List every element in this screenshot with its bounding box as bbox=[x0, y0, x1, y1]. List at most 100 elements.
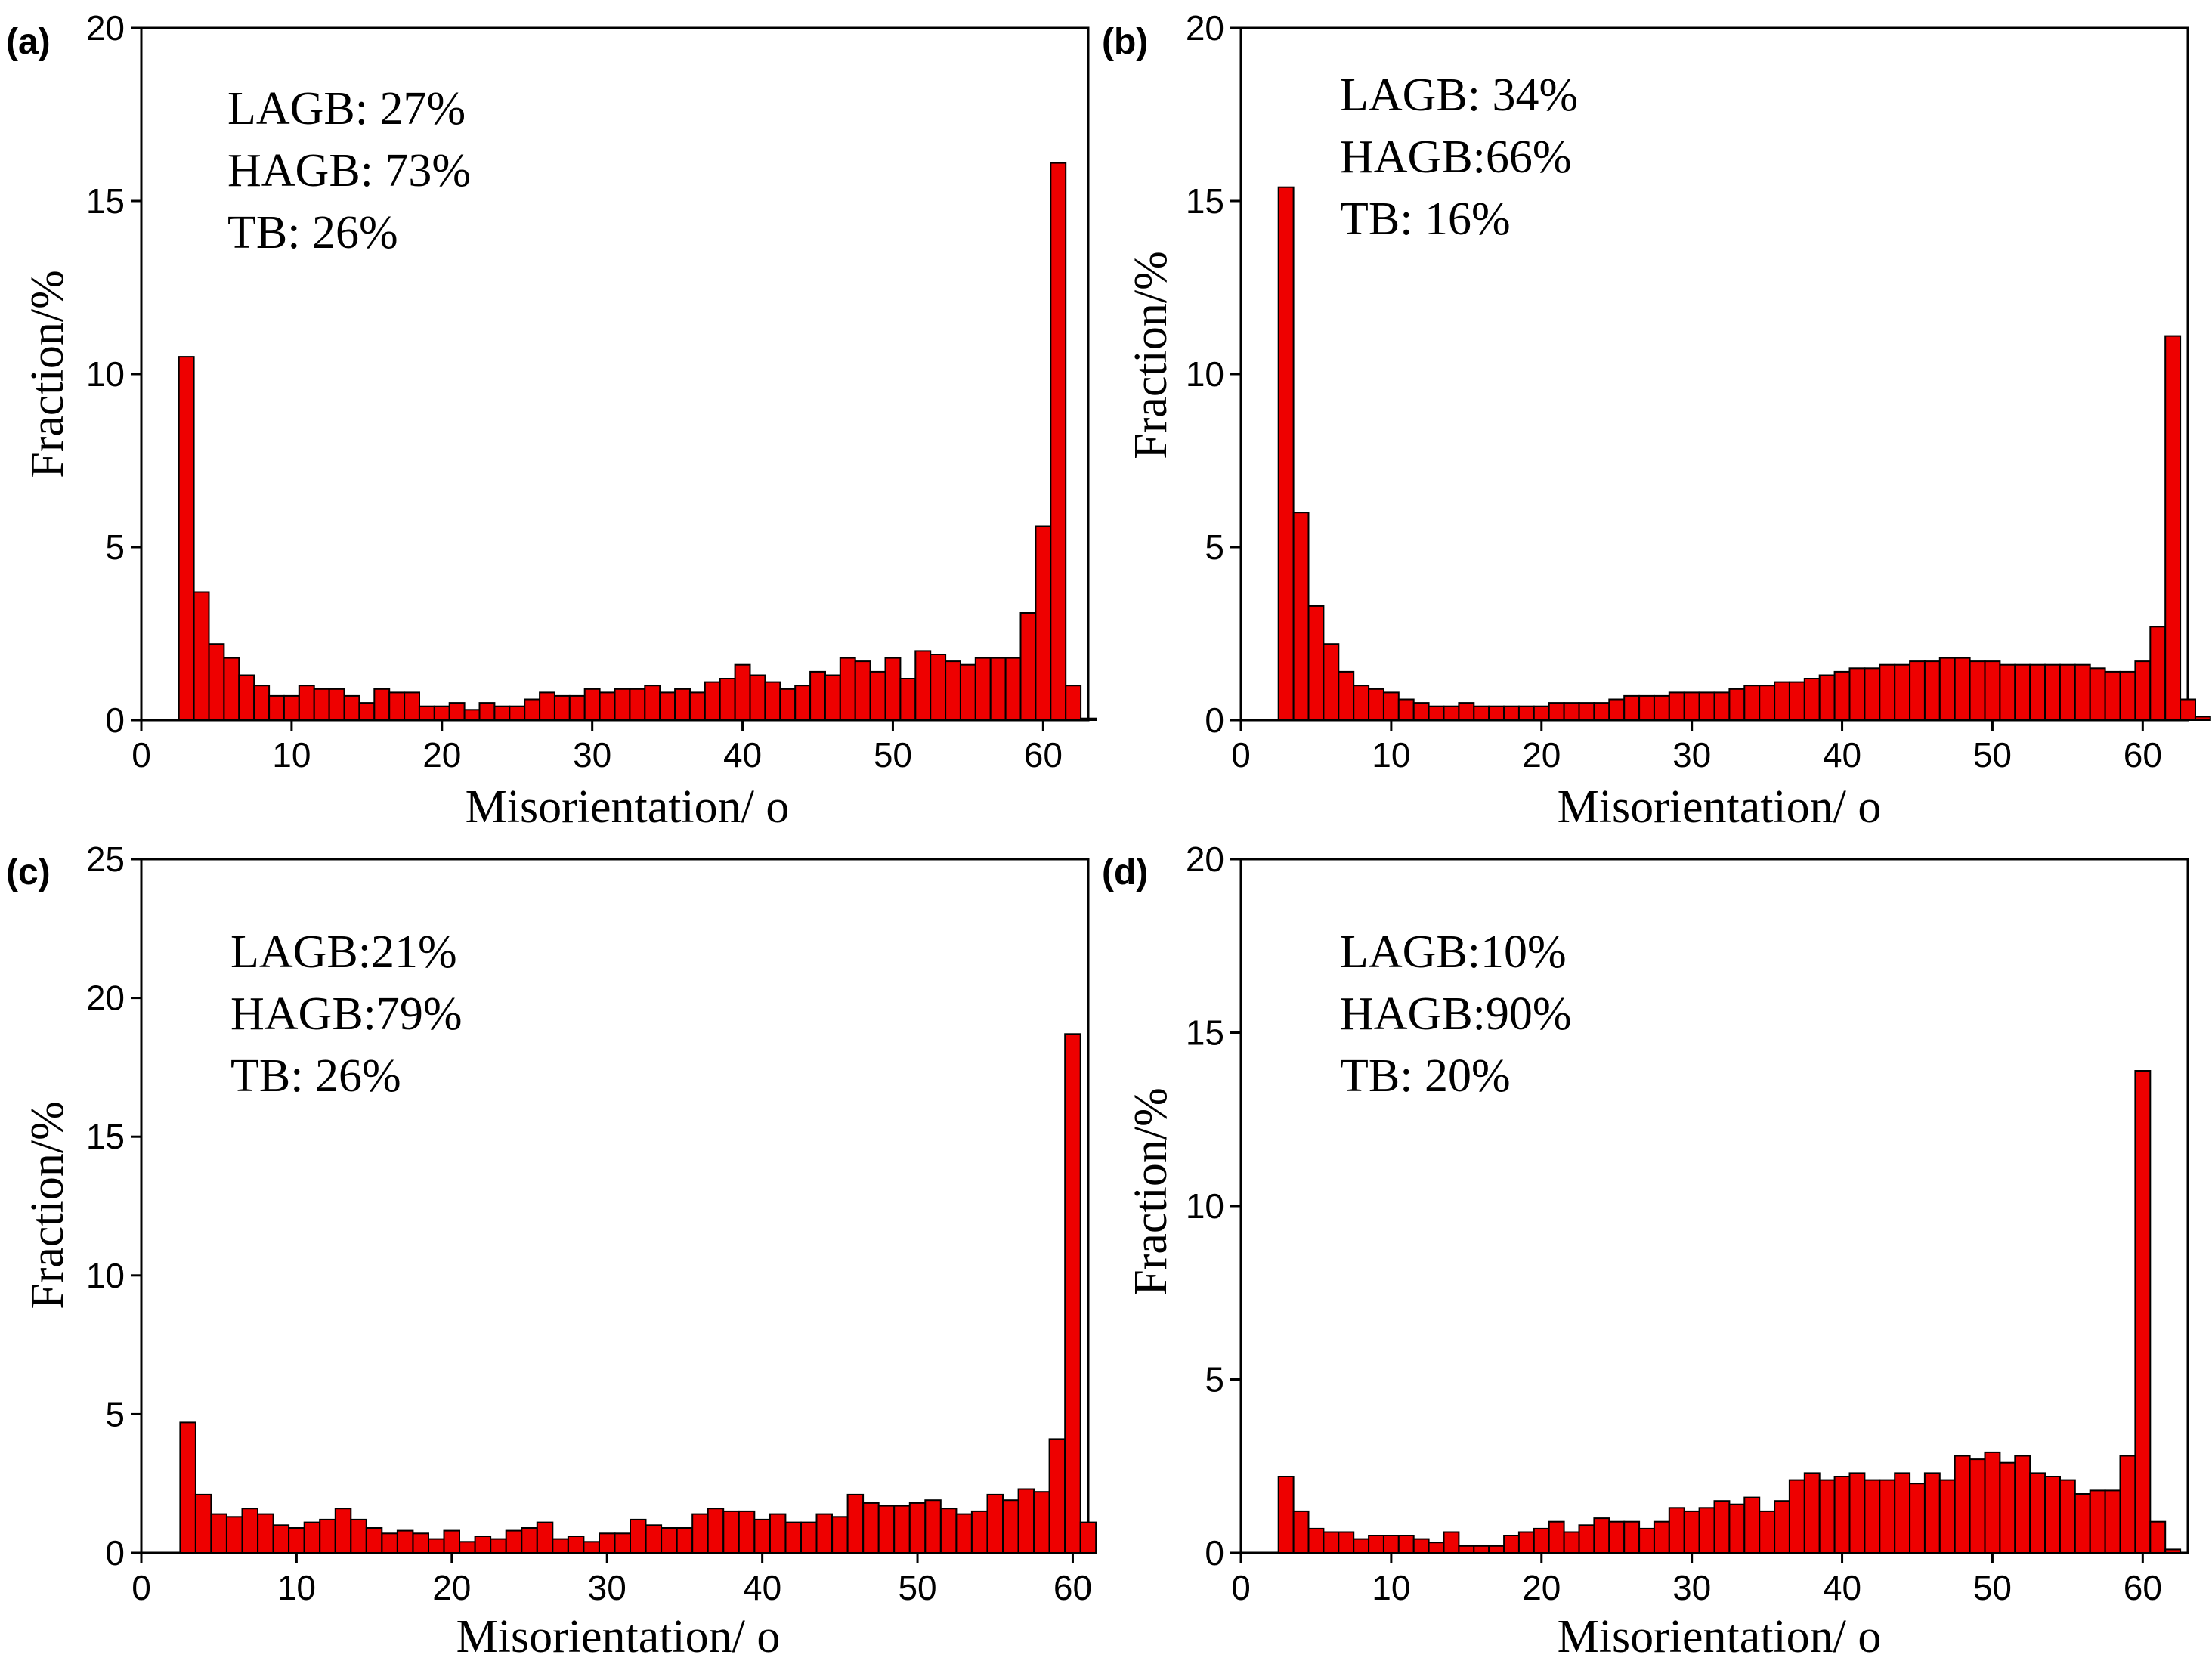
histogram-bar bbox=[1578, 1524, 1595, 1554]
annotation-tb: TB: 26% bbox=[230, 1050, 401, 1102]
histogram-bar bbox=[1803, 1472, 1821, 1554]
histogram-bar bbox=[1064, 1033, 1081, 1554]
histogram-bar bbox=[1668, 691, 1685, 722]
histogram-bar bbox=[459, 1541, 476, 1554]
histogram-bar bbox=[1353, 685, 1370, 722]
histogram-bar bbox=[1533, 705, 1550, 722]
histogram-bar bbox=[1894, 1472, 1911, 1554]
histogram-bar bbox=[1473, 705, 1490, 722]
histogram-bar bbox=[1292, 512, 1310, 721]
histogram-bar bbox=[396, 1529, 414, 1554]
annotation-tb: TB: 26% bbox=[227, 207, 398, 258]
histogram-bar bbox=[241, 1508, 258, 1554]
histogram-bar bbox=[1412, 702, 1430, 721]
histogram-bar bbox=[1035, 525, 1052, 721]
histogram-bar bbox=[2119, 1455, 2136, 1554]
x-tick-label: 50 bbox=[874, 735, 912, 775]
histogram-bar bbox=[1382, 1535, 1400, 1554]
histogram-bar bbox=[2104, 1489, 2121, 1554]
panel-c: 0 10 20 30 40 50 60 0 5 10 15 20 25 (c) Fraction/% M… bbox=[6, 840, 1097, 1662]
histogram-bar bbox=[614, 688, 631, 721]
histogram-bar bbox=[974, 657, 992, 721]
histogram-bar bbox=[846, 1493, 865, 1554]
histogram-bar bbox=[1999, 663, 2016, 722]
histogram-bar bbox=[328, 688, 345, 721]
y-tick-label: 10 bbox=[86, 1256, 125, 1295]
x-tick-label: 60 bbox=[1053, 1568, 1092, 1607]
histogram-bar bbox=[2089, 1489, 2106, 1554]
y-tick-label: 20 bbox=[1186, 8, 1224, 48]
histogram-bar bbox=[319, 1518, 336, 1554]
histogram-bar bbox=[734, 663, 751, 722]
x-axis-title: Misorientation/ o bbox=[1558, 781, 1882, 833]
histogram-bar bbox=[970, 1510, 988, 1554]
histogram-bar bbox=[1864, 1479, 1881, 1554]
histogram-bar bbox=[959, 663, 976, 722]
histogram-bar bbox=[1894, 663, 1911, 722]
histogram-bar bbox=[1458, 702, 1475, 721]
x-tick-label: 0 bbox=[1231, 735, 1251, 775]
histogram-bar bbox=[1578, 702, 1595, 721]
x-axis-title: Misorientation/ o bbox=[1558, 1611, 1882, 1662]
histogram-bar bbox=[1488, 1545, 1505, 1554]
histogram-bar bbox=[1623, 1520, 1641, 1554]
histogram-bar bbox=[1984, 1451, 2001, 1554]
axis-ticks: 0 10 20 30 40 50 60 0 5 10 15 20 bbox=[1186, 8, 2162, 775]
histogram-bar bbox=[2074, 1493, 2091, 1554]
histogram-bar bbox=[334, 1508, 352, 1554]
histogram-bar bbox=[779, 688, 797, 721]
histogram-bar bbox=[1969, 1458, 1986, 1554]
panel-d: 0 10 20 30 40 50 60 0 5 10 15 20 (d) Fraction/% Mis… bbox=[1102, 840, 2189, 1662]
histogram-bar bbox=[707, 1508, 725, 1554]
histogram-bar bbox=[288, 1527, 305, 1554]
histogram-bar bbox=[1079, 1521, 1097, 1554]
histogram-bar bbox=[794, 685, 812, 722]
histogram-bar bbox=[193, 591, 210, 721]
histogram-bar bbox=[1428, 1542, 1445, 1554]
histogram-bar bbox=[2149, 626, 2167, 721]
x-axis-title: Misorientation/ o bbox=[466, 781, 790, 833]
histogram-bar bbox=[178, 356, 195, 721]
histogram-bar bbox=[784, 1521, 802, 1554]
histogram-bar bbox=[1323, 1531, 1340, 1554]
histogram-bar bbox=[223, 657, 240, 721]
panel-label: (c) bbox=[6, 852, 51, 892]
x-tick-label: 10 bbox=[1372, 1568, 1410, 1607]
histogram-bar bbox=[2194, 716, 2211, 722]
histogram-bar bbox=[704, 681, 721, 721]
histogram-bar bbox=[1923, 1472, 1941, 1554]
y-tick-label: 25 bbox=[86, 840, 125, 879]
histogram-bar bbox=[490, 1538, 507, 1554]
y-tick-label: 5 bbox=[1205, 527, 1224, 567]
y-tick-label: 15 bbox=[1186, 181, 1224, 221]
histogram-bar bbox=[764, 681, 781, 721]
histogram-bar bbox=[493, 705, 511, 722]
histogram-bar bbox=[1593, 1517, 1610, 1554]
y-axis-title: Fraction/% bbox=[22, 270, 73, 478]
histogram-bar bbox=[1653, 1520, 1670, 1554]
histogram-bar bbox=[443, 1529, 460, 1554]
histogram-bar bbox=[552, 1538, 569, 1554]
histogram-bar bbox=[418, 705, 435, 722]
panel-label: (b) bbox=[1102, 22, 1148, 62]
x-tick-label: 40 bbox=[743, 1568, 781, 1607]
histogram-bar bbox=[659, 691, 676, 722]
histogram-bar bbox=[869, 670, 886, 722]
histogram-bar bbox=[1743, 1496, 1761, 1554]
histogram-bars bbox=[179, 1033, 1097, 1554]
histogram-bar bbox=[614, 1532, 631, 1554]
y-tick-label: 20 bbox=[86, 979, 125, 1018]
annotation-lagb: LAGB: 27% bbox=[227, 83, 466, 135]
histogram-bar bbox=[2134, 1070, 2152, 1554]
histogram-bar bbox=[568, 694, 586, 722]
histogram-bars bbox=[1277, 186, 2211, 722]
histogram-bar bbox=[1019, 612, 1037, 721]
histogram-bar bbox=[1338, 670, 1355, 722]
histogram-bar bbox=[1713, 1500, 1731, 1554]
histogram-bar bbox=[1517, 1531, 1535, 1554]
histogram-bar bbox=[2029, 1472, 2046, 1554]
histogram-bar bbox=[1788, 1479, 1805, 1554]
histogram-bar bbox=[1503, 1535, 1520, 1554]
y-axis-title: Fraction/% bbox=[1125, 1087, 1177, 1296]
